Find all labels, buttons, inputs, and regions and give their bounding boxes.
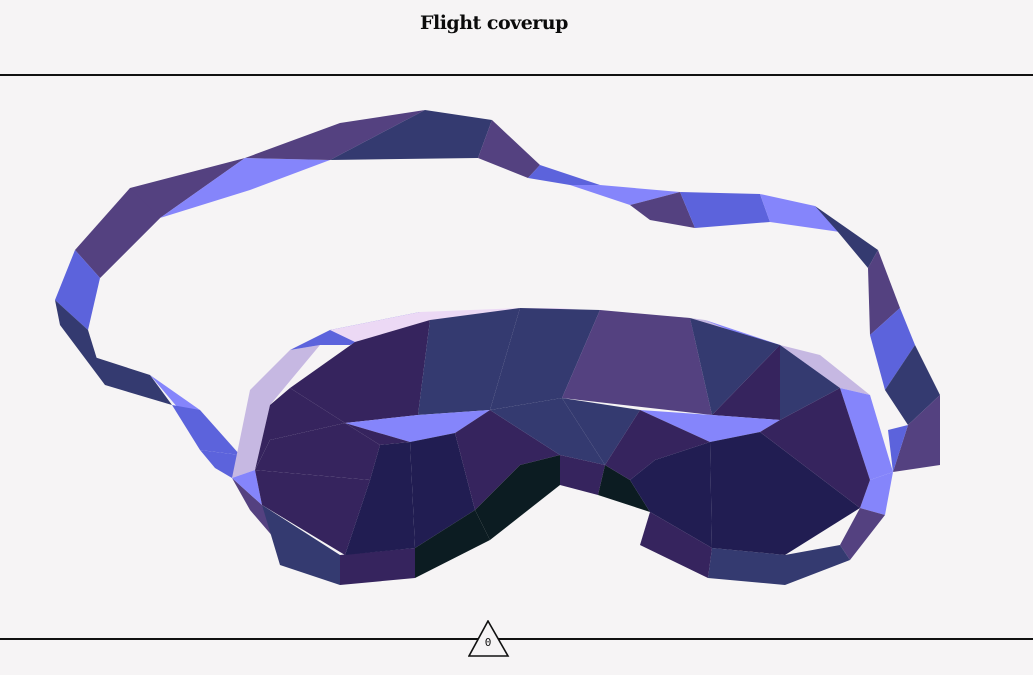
model-viewport[interactable] (0, 76, 1033, 639)
triangle-icon (468, 620, 510, 657)
counter-value: 0 (484, 636, 492, 649)
strap (55, 110, 940, 478)
mask-body (232, 308, 893, 585)
sleep-mask-model[interactable] (0, 76, 1033, 639)
counter-button[interactable]: 0 (468, 620, 510, 658)
page-title: Flight coverup (420, 12, 568, 34)
footer (0, 638, 1033, 675)
header: Flight coverup (0, 0, 1033, 76)
